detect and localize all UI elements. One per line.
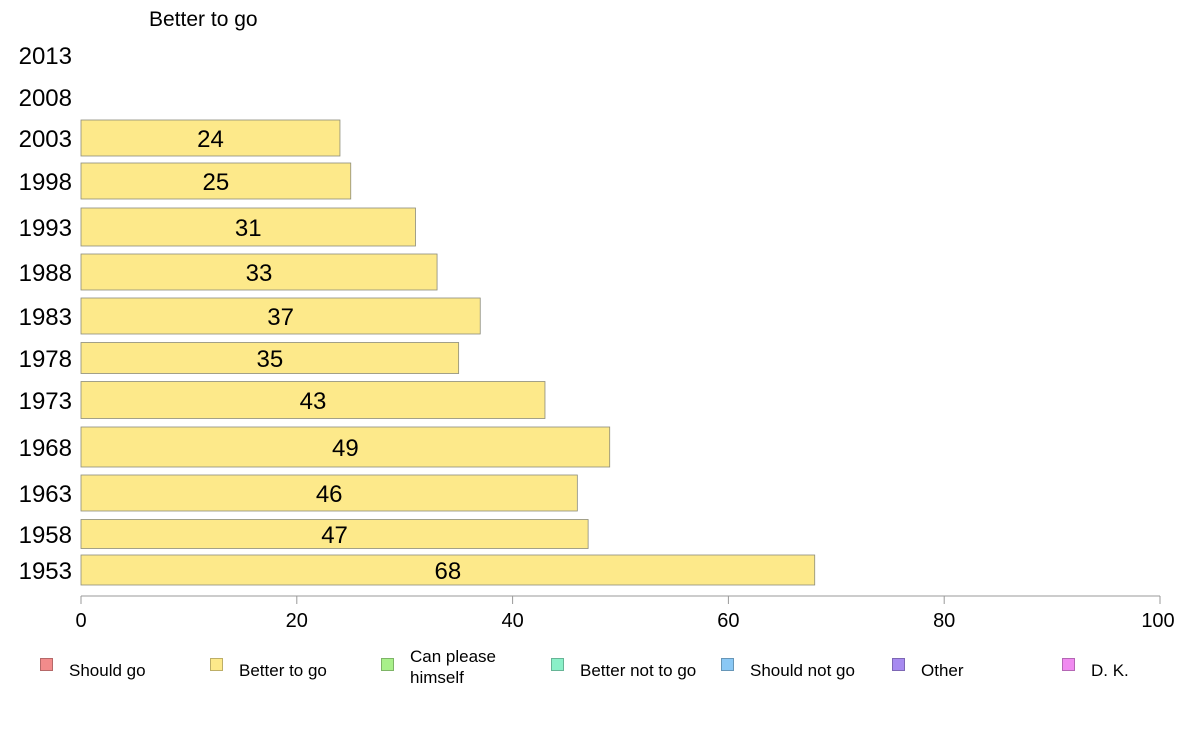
legend-item-dk: D. K. [1062,646,1181,681]
legend-item-better-to-go: Better to go [210,646,369,681]
legend: Should go Better to go Can please himsel… [0,640,1188,700]
x-tick-label: 40 [501,610,523,632]
x-tick-label: 100 [1141,610,1174,632]
x-axis-ticks: 0 20 40 60 80 100 [75,596,1175,632]
data-label: 24 [197,126,224,153]
legend-label: D. K. [1091,661,1129,680]
bar-chart: Better to go 2013 2008 2003 24 1998 25 1993 31 1… [19,8,1175,632]
category-label: 1953 [19,558,72,585]
bar [80,381,546,419]
legend-item-should-not-go: Should not go [721,646,880,681]
x-tick-label: 80 [933,610,955,632]
bar [80,119,341,157]
category-label: 2013 [19,43,72,70]
category-label: 1988 [19,260,72,287]
bar [80,426,611,468]
category-label: 1983 [19,304,72,331]
legend-swatch [210,658,223,671]
bar [80,207,416,247]
x-tick-label: 20 [286,610,308,632]
category-label: 1958 [19,522,72,549]
legend-swatch [892,658,905,671]
data-label: 68 [435,558,462,585]
category-label: 1993 [19,215,72,242]
category-label: 1978 [19,346,72,373]
legend-label: Should not go [750,661,855,680]
category-label: 2003 [19,126,72,153]
bar [80,253,438,291]
legend-swatch [381,658,394,671]
legend-item-should-go: Should go [40,646,199,681]
legend-item-other: Other [892,646,1051,681]
category-label: 2008 [19,85,72,112]
data-label: 49 [332,435,359,462]
legend-label: Better not to go [580,661,697,680]
legend-swatch [721,658,734,671]
legend-swatch [40,658,53,671]
legend-label: Other [921,661,964,680]
legend-label: Should go [69,661,146,680]
data-label: 25 [203,169,230,196]
bars-layer: 2013 2008 2003 24 1998 25 1993 31 1988 33 1983 37 19… [19,43,816,586]
data-label: 35 [256,346,283,373]
category-label: 1998 [19,169,72,196]
bar [80,162,352,200]
legend-label: Can please himself [410,647,497,687]
category-label: 1968 [19,435,72,462]
bar [80,474,578,512]
bar [80,342,460,374]
data-label: 33 [246,260,273,287]
chart-title: Better to go [149,8,258,31]
legend-swatch [551,658,564,671]
category-label: 1963 [19,481,72,508]
legend-swatch [1062,658,1075,671]
legend-label: Better to go [239,661,327,680]
data-label: 37 [267,304,294,331]
bar [80,554,816,586]
x-tick-label: 0 [75,610,86,632]
data-label: 47 [321,522,348,549]
data-label: 31 [235,215,262,242]
x-tick-label: 60 [717,610,739,632]
bar [80,297,481,335]
category-label: 1973 [19,388,72,415]
data-label: 43 [300,388,327,415]
data-label: 46 [316,481,343,508]
legend-item-better-not-to-go: Better not to go [551,646,710,681]
bar [80,519,589,549]
legend-item-can-please-himself: Can please himself [381,646,510,688]
